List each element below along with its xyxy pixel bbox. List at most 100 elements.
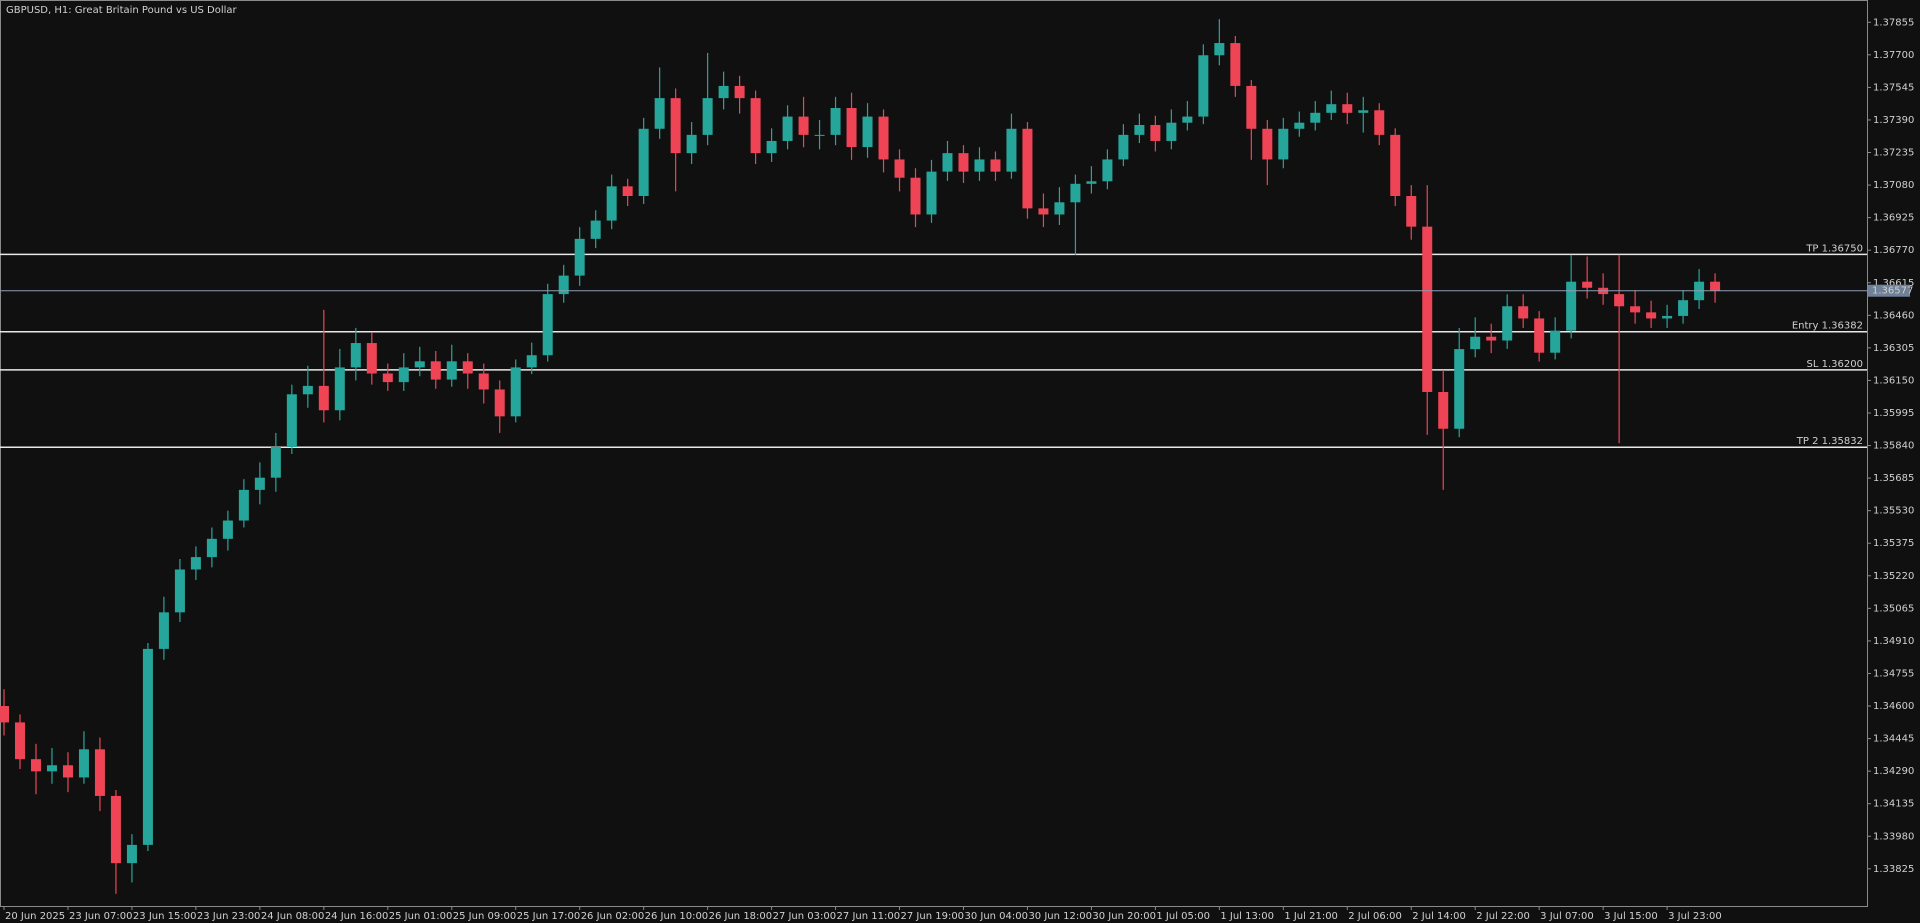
candle-body (174, 569, 185, 613)
level-label: TP 2 1.35832 (1796, 436, 1863, 447)
candle-body (430, 361, 441, 380)
y-tick-label: 1.35840 (1873, 441, 1914, 452)
x-tick-label: 1 Jul 05:00 (1156, 911, 1210, 922)
y-tick-label: 1.35220 (1873, 571, 1914, 582)
candle-body (1518, 306, 1529, 319)
candle-body (318, 385, 329, 411)
candle-body (1150, 124, 1161, 141)
candle-body (1326, 104, 1337, 113)
candle-body (1630, 306, 1641, 313)
y-tick-label: 1.37390 (1873, 115, 1914, 126)
candle-body (462, 361, 473, 374)
y-tick-label: 1.37235 (1873, 148, 1914, 159)
candle-body (1214, 43, 1225, 56)
candle-body (1646, 312, 1657, 319)
candle-body (958, 153, 969, 172)
candle-body (14, 722, 25, 760)
x-tick-label: 23 Jun 23:00 (197, 911, 261, 922)
y-tick-label: 1.34755 (1873, 668, 1914, 679)
candle-body (558, 275, 569, 295)
x-tick-label: 2 Jul 14:00 (1412, 911, 1466, 922)
y-tick-label: 1.36305 (1873, 343, 1914, 354)
y-tick-label: 1.35685 (1873, 473, 1914, 484)
candle-body (446, 361, 457, 380)
x-tick-label: 24 Jun 16:00 (325, 911, 389, 922)
candle-body (1166, 122, 1177, 141)
candle-body (350, 343, 361, 368)
x-tick-label: 25 Jun 17:00 (517, 911, 581, 922)
candle-body (750, 98, 761, 154)
candle-body (366, 343, 377, 374)
candle-body (654, 98, 665, 129)
candle-body (254, 477, 265, 490)
candle-body (494, 389, 505, 417)
candle-body (606, 186, 617, 221)
x-tick-label: 26 Jun 02:00 (581, 911, 645, 922)
y-tick-label: 1.33825 (1873, 864, 1914, 875)
candle-body (1502, 306, 1513, 341)
candle-body (926, 171, 937, 215)
candle-body (542, 294, 553, 356)
y-tick-label: 1.36925 (1873, 213, 1914, 224)
y-tick-label: 1.34135 (1873, 799, 1914, 810)
y-tick-label: 1.37080 (1873, 180, 1914, 191)
x-tick-label: 20 Jun 2025 (5, 911, 65, 922)
candle-body (270, 447, 281, 478)
x-tick-label: 24 Jun 08:00 (261, 911, 325, 922)
candle-body (1582, 281, 1593, 288)
candle-body (846, 107, 857, 148)
candle-body (1310, 112, 1321, 123)
candle-body (1566, 281, 1577, 331)
candle-body (1534, 318, 1545, 353)
y-tick-label: 1.34910 (1873, 636, 1914, 647)
x-tick-label: 30 Jun 04:00 (964, 911, 1028, 922)
candle-body (382, 373, 393, 383)
candle-body (1294, 122, 1305, 129)
x-tick-label: 27 Jun 03:00 (773, 911, 837, 922)
candle-body (798, 116, 809, 135)
candle-body (78, 749, 89, 778)
y-tick-label: 1.35065 (1873, 603, 1914, 614)
candle-body (1678, 300, 1689, 316)
y-tick-label: 1.35375 (1873, 538, 1914, 549)
candle-body (0, 706, 9, 723)
candle-body (190, 557, 201, 570)
candle-body (830, 107, 841, 135)
y-tick-label: 1.33980 (1873, 831, 1914, 842)
y-tick-label: 1.37545 (1873, 82, 1914, 93)
candle-body (1470, 336, 1481, 350)
y-tick-label: 1.36615 (1873, 278, 1914, 289)
y-tick-label: 1.34445 (1873, 734, 1914, 745)
candle-body (94, 749, 105, 796)
candle-body (782, 116, 793, 141)
candle-body (414, 361, 425, 368)
x-tick-label: 1 Jul 13:00 (1220, 911, 1274, 922)
candle-body (814, 134, 825, 136)
x-tick-label: 30 Jun 20:00 (1092, 911, 1156, 922)
x-tick-label: 1 Jul 21:00 (1284, 911, 1338, 922)
candle-body (590, 220, 601, 239)
x-tick-label: 2 Jul 06:00 (1348, 911, 1402, 922)
current-price-tag (1868, 284, 1910, 297)
candle-body (894, 159, 905, 178)
candle-body (1182, 116, 1193, 123)
candle-body (1054, 202, 1065, 215)
x-tick-label: 23 Jun 07:00 (69, 911, 133, 922)
candle-body (1486, 336, 1497, 341)
candle-body (1710, 281, 1721, 291)
candle-body (990, 159, 1001, 172)
candle-body (158, 612, 169, 649)
level-label: Entry 1.36382 (1792, 321, 1863, 332)
y-tick-label: 1.35530 (1873, 506, 1914, 517)
candle-body (910, 177, 921, 215)
candle-body (1070, 183, 1081, 203)
candle-body (622, 186, 633, 196)
y-tick-label: 1.37700 (1873, 50, 1914, 61)
candle-body (1246, 85, 1257, 129)
candle-body (670, 98, 681, 154)
candle-body (1086, 181, 1097, 184)
candle-body (1134, 124, 1145, 135)
candle-body (46, 765, 57, 772)
candle-body (702, 98, 713, 135)
